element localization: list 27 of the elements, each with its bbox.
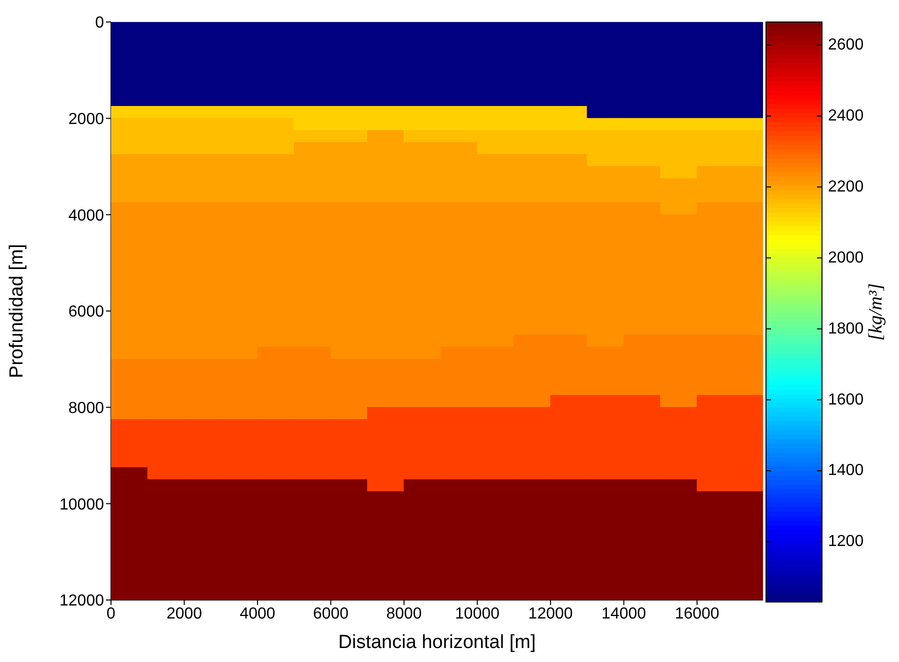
y-tick-label: 2000 [68,111,104,128]
x-tick-label: 16000 [674,605,720,622]
color-bar-label: 2600 [828,36,864,54]
y-tick-label: 12000 [60,592,104,610]
y-axis-title: Profundidad [m] [6,244,28,378]
y-tick-label: 10000 [60,496,104,514]
x-tick-label: 6000 [312,605,349,622]
x-tick-label: 8000 [386,605,422,622]
color-bar-label: 1200 [828,533,864,550]
x-tick-label: 0 [106,605,116,622]
x-tick-label: 14000 [602,605,646,622]
x-tick-label: 4000 [240,605,276,622]
color-bar-label: 2400 [828,108,864,125]
y-tick-label: 0 [95,14,104,32]
color-bar-label: 1600 [828,391,864,408]
color-bar-title: [kg/m³] [866,283,886,341]
color-bar-label: 1800 [828,320,864,338]
color-bar-label: 2200 [828,178,864,196]
x-tick-label: 10000 [455,605,500,622]
y-tick-label: 4000 [68,207,104,224]
color-bar-label: 1400 [828,462,864,480]
x-axis-title: Distancia horizontal [m] [338,632,536,653]
x-tick-label: 12000 [528,605,573,622]
x-tick-label: 2000 [166,605,202,622]
y-tick-label: 8000 [68,400,104,418]
y-tick-label: 6000 [68,304,104,321]
color-bar-label: 2000 [828,249,864,266]
